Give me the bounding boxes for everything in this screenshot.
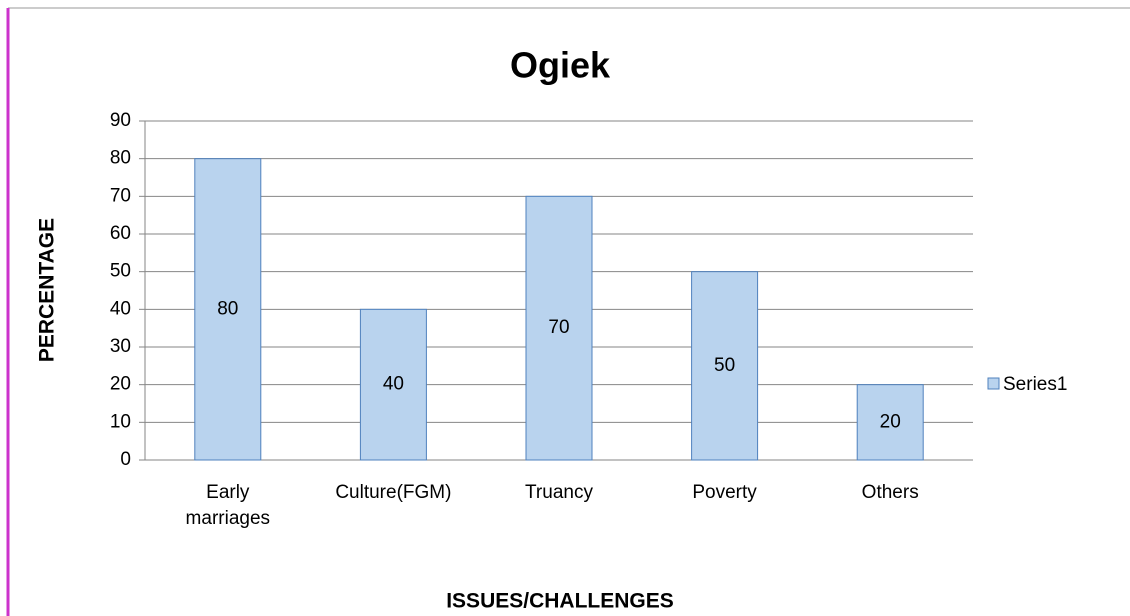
y-tick-label: 50 <box>110 261 131 282</box>
x-tick-label: Others <box>861 482 919 503</box>
x-tick-label-box: Others <box>861 482 919 503</box>
x-tick-label-box: Early marriages <box>185 482 271 529</box>
y-tick-label: 40 <box>110 298 131 319</box>
y-tick-label: 30 <box>110 336 131 357</box>
y-tick-label: 60 <box>110 223 131 244</box>
x-tick-label-box: Truancy <box>525 482 593 503</box>
data-label: 80 <box>217 298 238 319</box>
bar <box>691 271 759 461</box>
x-tick-label: Culture(FGM) <box>335 482 452 503</box>
x-tick-label: Poverty <box>692 482 757 503</box>
y-axis-label: PERCENTAGE <box>36 218 59 362</box>
x-tick-label-box: Poverty <box>692 482 757 503</box>
bar <box>856 384 924 461</box>
y-tick-label: 20 <box>110 374 131 395</box>
y-tick-label: 0 <box>120 449 131 470</box>
legend-label: Series1 <box>1003 374 1067 395</box>
x-axis-label: ISSUES/CHALLENGES <box>446 590 674 613</box>
data-label: 20 <box>880 411 901 432</box>
y-tick-label: 70 <box>110 185 131 206</box>
data-label: 70 <box>548 317 569 338</box>
y-tick-label: 80 <box>110 148 131 169</box>
chart-title: Ogiek <box>510 45 611 86</box>
y-tick-label: 10 <box>110 411 131 432</box>
bar <box>525 195 593 461</box>
bar <box>194 158 262 461</box>
x-tick-label: Early marriages <box>185 482 271 529</box>
x-tick-label: Truancy <box>525 482 593 503</box>
y-tick-label: 90 <box>110 110 131 131</box>
legend-swatch <box>987 377 1000 390</box>
bar <box>359 308 427 461</box>
x-tick-label-box: Culture(FGM) <box>335 482 452 503</box>
data-label: 40 <box>383 374 404 395</box>
data-label: 50 <box>714 355 735 376</box>
